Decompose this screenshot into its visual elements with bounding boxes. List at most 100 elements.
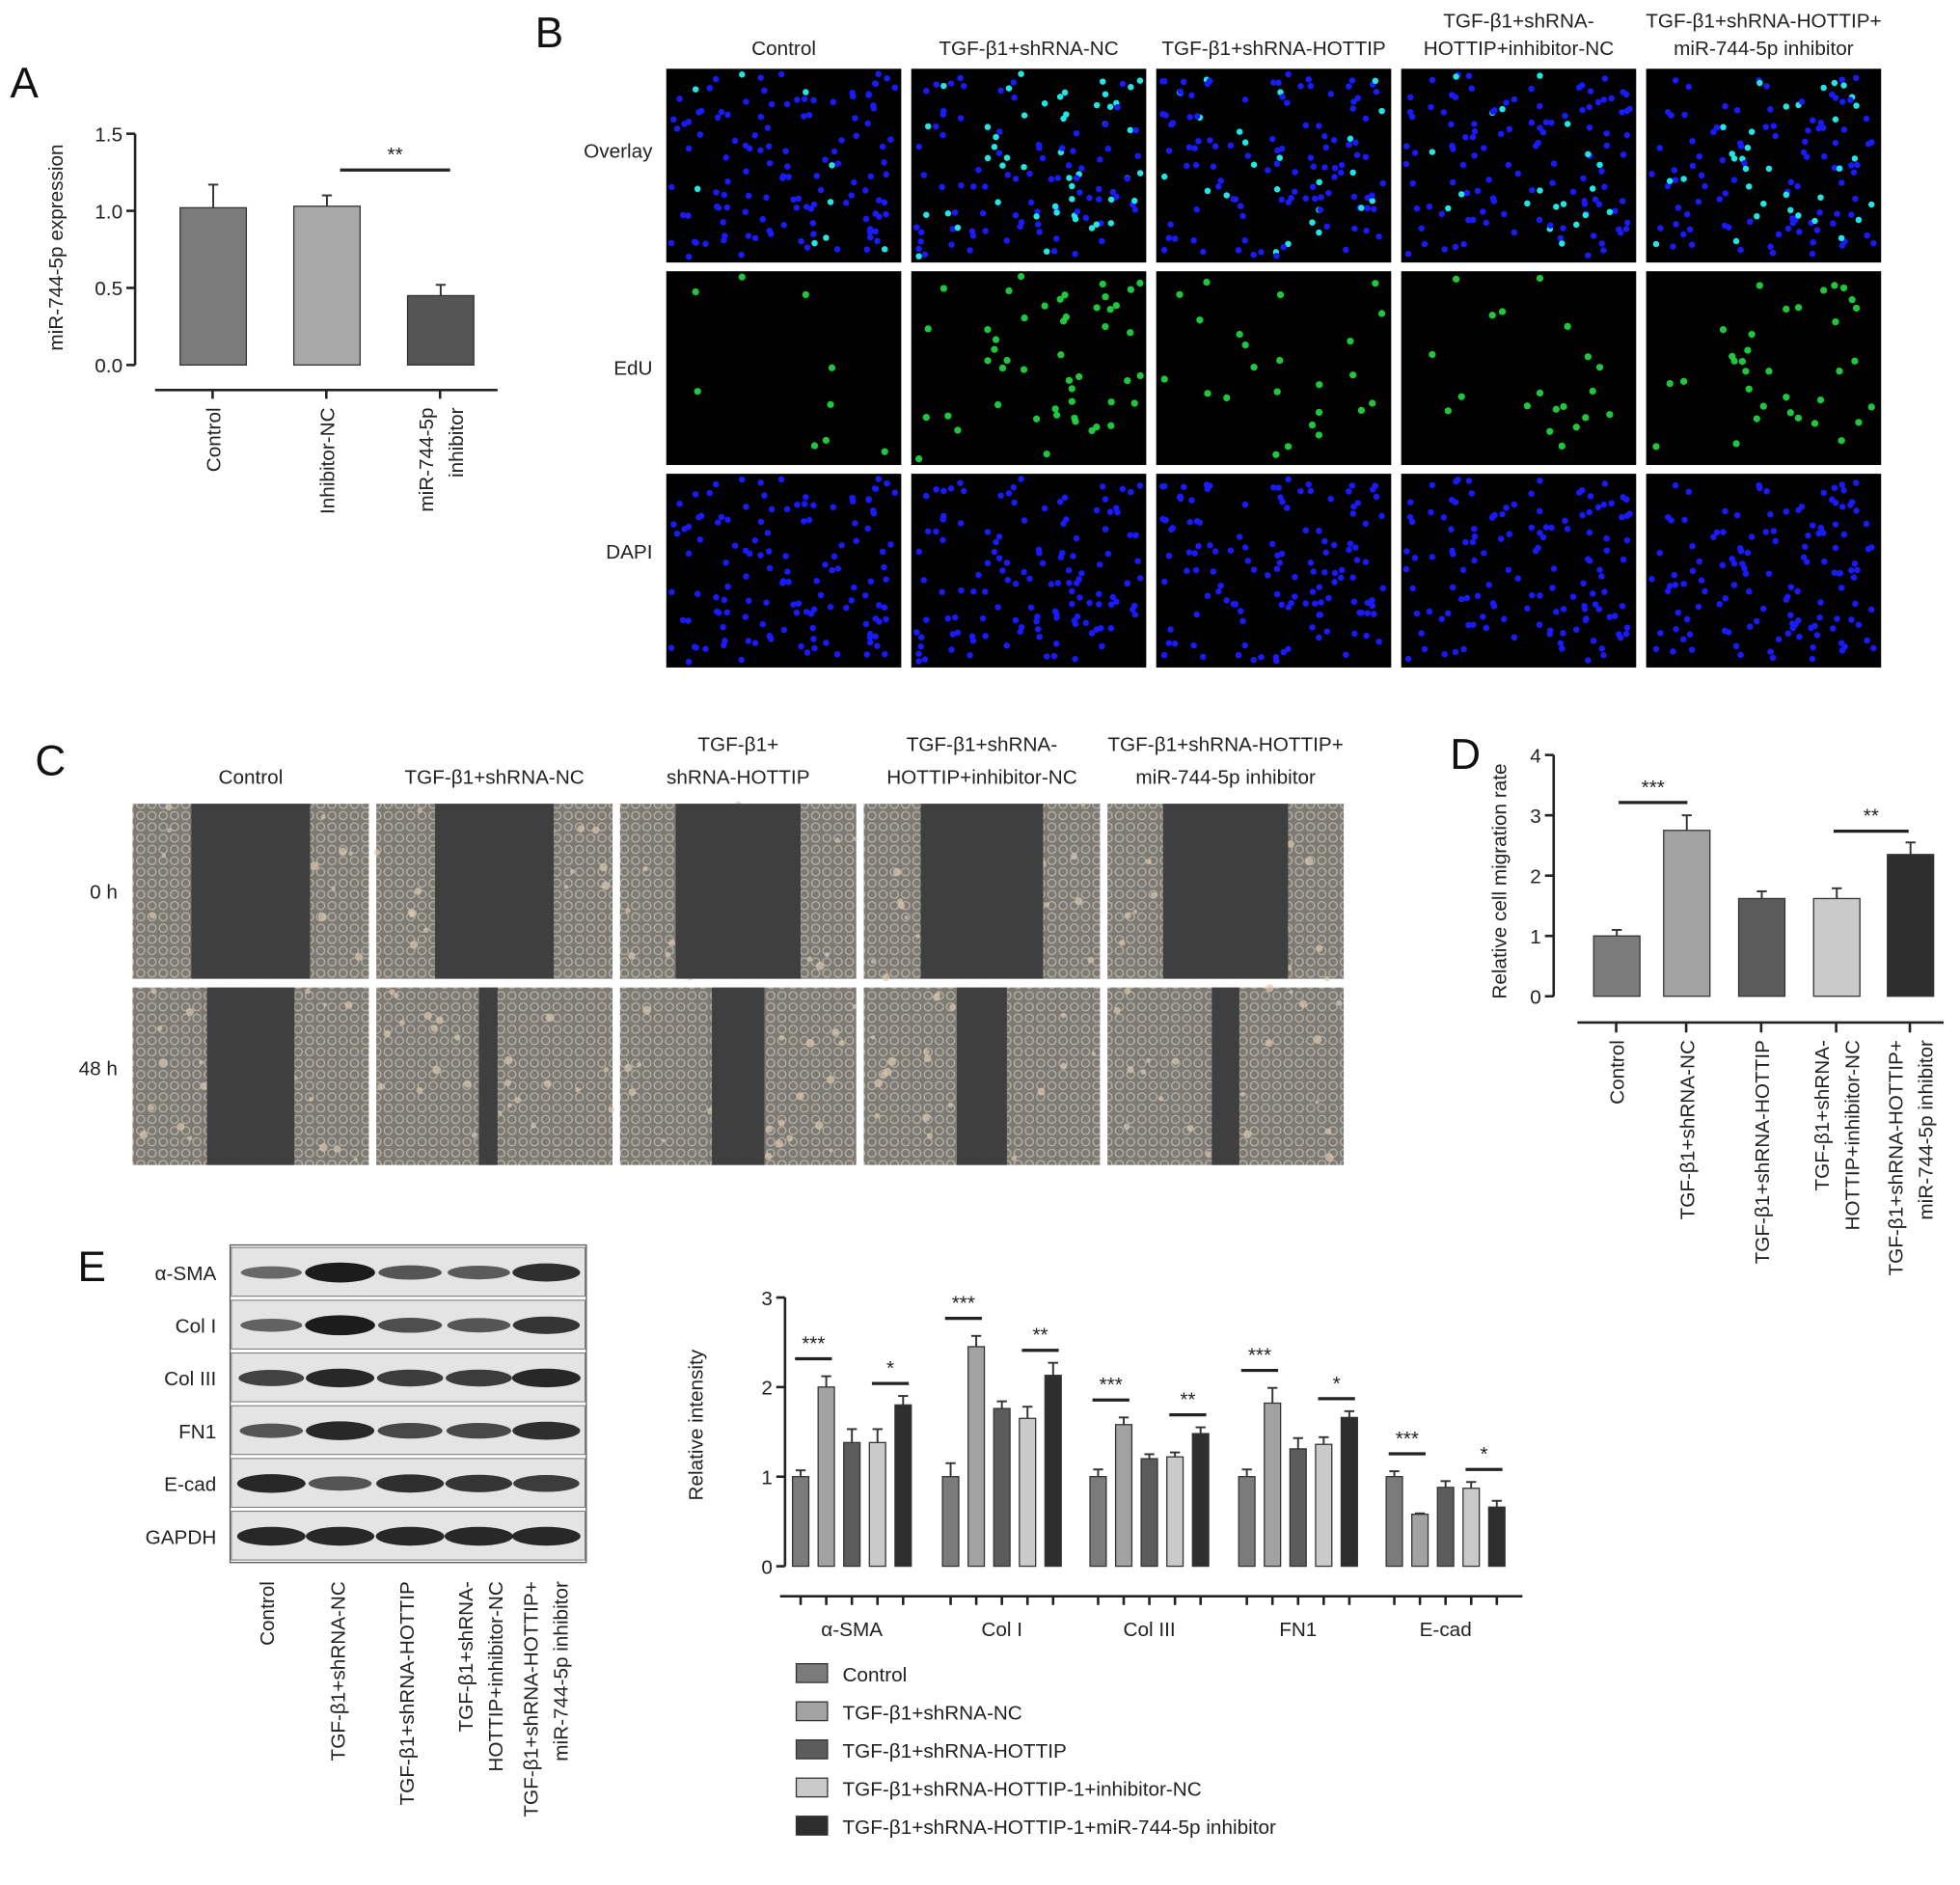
- cell-nucleus: [1250, 656, 1257, 664]
- cell-nucleus: [1093, 506, 1101, 514]
- cell-nucleus: [1838, 179, 1845, 186]
- cell-nucleus: [1051, 203, 1059, 210]
- floating-cell: [1119, 940, 1126, 946]
- cell-nucleus: [1537, 187, 1543, 194]
- cell-nucleus: [1369, 602, 1375, 610]
- cell-nucleus: [1701, 182, 1708, 190]
- cell-nucleus: [1840, 82, 1847, 89]
- cell-nucleus: [1188, 497, 1195, 504]
- cell-nucleus: [694, 388, 701, 396]
- cell-nucleus: [810, 442, 819, 450]
- column-header: TGF-β1+shRNA-: [907, 734, 1057, 756]
- cell-nucleus: [1134, 558, 1141, 564]
- cell-nucleus: [1832, 544, 1839, 552]
- cell-nucleus: [1688, 241, 1696, 248]
- bar: [993, 1407, 1011, 1568]
- wound-image: [619, 987, 858, 1165]
- cell-nucleus: [1316, 123, 1322, 129]
- cell-nucleus: [851, 584, 858, 591]
- cell-nucleus: [784, 568, 791, 575]
- cell-nucleus: [1560, 225, 1566, 232]
- cell-nucleus: [1852, 195, 1859, 203]
- floating-cell: [1315, 1100, 1320, 1105]
- cell-nucleus: [1426, 608, 1433, 615]
- floating-cell: [409, 941, 419, 949]
- cell-nucleus: [1258, 653, 1265, 661]
- cell-nucleus: [1317, 612, 1324, 618]
- cell-nucleus: [1096, 560, 1103, 568]
- cell-nucleus: [1180, 483, 1187, 491]
- cell-nucleus: [1309, 588, 1317, 595]
- protein-band: [446, 1369, 512, 1387]
- cell-nucleus: [1073, 534, 1080, 542]
- cell-nucleus: [1404, 655, 1412, 663]
- cell-nucleus: [1800, 554, 1808, 560]
- cell-nucleus: [1250, 251, 1257, 259]
- cell-nucleus: [1865, 141, 1872, 148]
- floating-cell: [1124, 987, 1131, 995]
- cell-nucleus: [670, 521, 677, 528]
- cell-nucleus: [1441, 651, 1448, 658]
- cell-nucleus: [702, 240, 709, 247]
- cell-nucleus: [1794, 182, 1801, 190]
- cell-nucleus: [1582, 211, 1590, 219]
- cell-nucleus: [1349, 371, 1357, 379]
- cell-nucleus: [1285, 476, 1292, 483]
- cell-nucleus: [1616, 631, 1622, 638]
- cell-nucleus: [823, 640, 830, 646]
- cell-nucleus: [1352, 139, 1359, 146]
- edu-image: [911, 271, 1147, 466]
- cell-nucleus: [999, 162, 1006, 169]
- cell-nucleus: [954, 629, 962, 637]
- cell-nucleus: [1086, 599, 1093, 607]
- overlay-image: [666, 68, 902, 263]
- cell-nucleus: [1074, 613, 1081, 620]
- cell-nucleus: [1069, 587, 1075, 595]
- cell-nucleus: [984, 560, 992, 566]
- cell-nucleus: [695, 514, 702, 521]
- cell-nucleus: [1722, 595, 1729, 602]
- cell-nucleus: [1310, 568, 1317, 575]
- cell-nucleus: [883, 615, 889, 623]
- cell-nucleus: [1258, 249, 1265, 256]
- cell-nucleus: [1619, 603, 1626, 610]
- floating-cell: [1265, 1039, 1273, 1048]
- cell-nucleus: [1698, 172, 1705, 179]
- cell-nucleus: [1021, 314, 1028, 322]
- cell-nucleus: [1268, 135, 1276, 143]
- cell-nucleus: [1167, 221, 1174, 228]
- floating-cell: [575, 1086, 581, 1093]
- cell-nucleus: [997, 87, 1004, 95]
- cell-nucleus: [1169, 120, 1177, 126]
- cell-nucleus: [1838, 98, 1846, 105]
- cell-nucleus: [1548, 120, 1555, 126]
- cell-nucleus: [1369, 399, 1376, 407]
- cell-nucleus: [1056, 498, 1064, 505]
- cell-nucleus: [1026, 575, 1033, 583]
- cell-nucleus: [810, 96, 817, 104]
- floating-cell: [1060, 1062, 1068, 1070]
- cell-nucleus: [1537, 72, 1543, 79]
- cell-nucleus: [1337, 169, 1345, 177]
- cell-nucleus: [1033, 617, 1040, 625]
- cell-nucleus: [1867, 403, 1875, 411]
- cell-nucleus: [1073, 129, 1080, 137]
- y-tick-label: 0: [761, 1556, 773, 1578]
- cell-nucleus: [1325, 594, 1332, 602]
- cell-nucleus: [1794, 587, 1801, 595]
- cell-nucleus: [1241, 642, 1248, 649]
- cell-nucleus: [1230, 601, 1238, 608]
- cell-nucleus: [1321, 164, 1328, 171]
- cell-nucleus: [779, 580, 786, 587]
- cell-nucleus: [1765, 368, 1773, 375]
- cell-nucleus: [1448, 121, 1455, 128]
- cell-nucleus: [1193, 518, 1201, 525]
- cell-nucleus: [1236, 330, 1243, 339]
- cell-nucleus: [995, 150, 1003, 156]
- cell-nucleus: [1838, 437, 1845, 445]
- cell-nucleus: [1485, 581, 1492, 588]
- floating-cell: [625, 908, 631, 914]
- floating-cell: [398, 1020, 405, 1026]
- cell-nucleus: [695, 109, 702, 116]
